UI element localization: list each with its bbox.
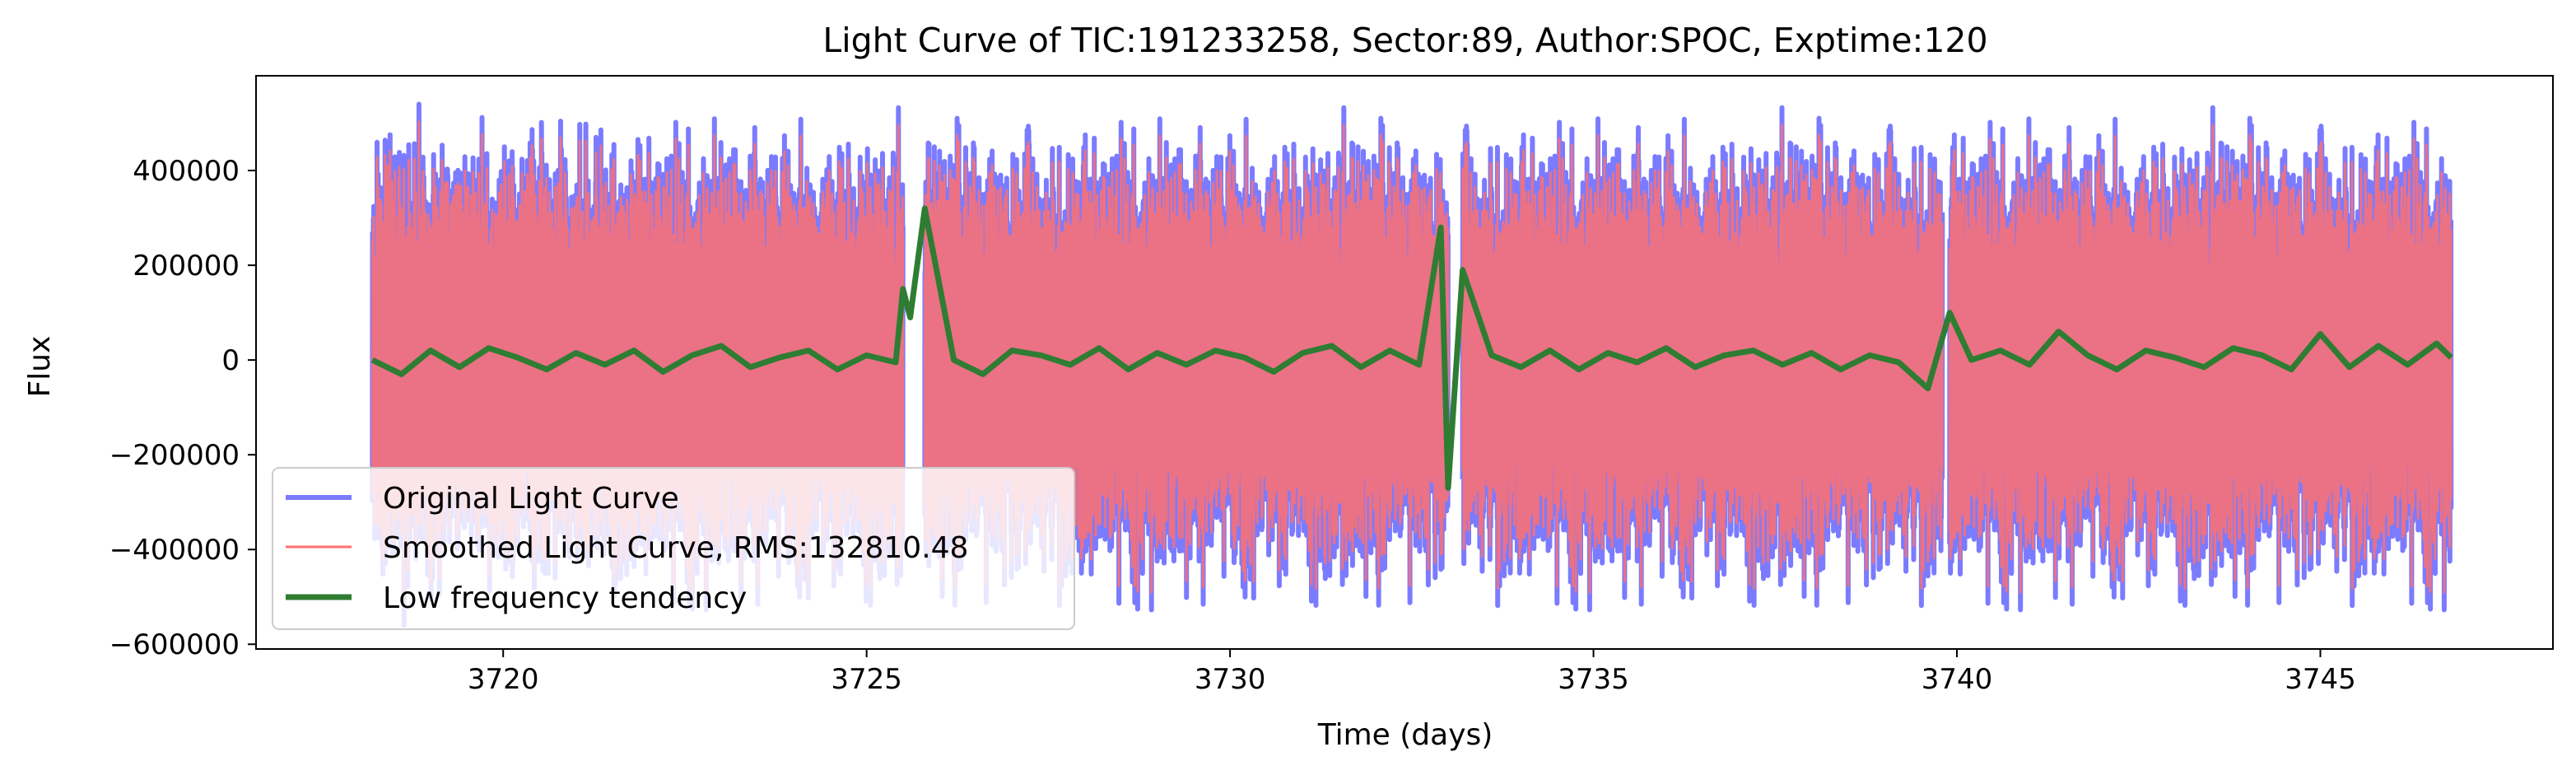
y-tick-label: 0 <box>221 344 240 377</box>
series-low-frequency-tendency <box>370 205 2453 491</box>
x-tick-label: 3745 <box>2285 663 2356 696</box>
legend-label-smoothed: Smoothed Light Curve, RMS:132810.48 <box>383 531 968 565</box>
y-axis-label: Flux <box>23 336 57 398</box>
x-tick-label: 3720 <box>468 663 539 696</box>
chart-title: Light Curve of TIC:191233258, Sector:89,… <box>822 21 1987 60</box>
legend: Original Light Curve Smoothed Light Curv… <box>272 467 1075 630</box>
smoothed-curve-segment <box>370 120 905 609</box>
trend-line <box>370 205 2453 491</box>
smoothed-curve-segment <box>923 124 1450 594</box>
smoothed-curve-segment <box>1948 124 2453 594</box>
plot-area <box>370 101 2454 628</box>
y-tick-label: 400000 <box>133 155 240 188</box>
series-smoothed-light-curve <box>370 120 2453 609</box>
x-tick-label: 3740 <box>1922 663 1993 696</box>
y-axis-ticks: −600000 −400000 −200000 0 200000 400000 <box>109 155 256 661</box>
x-axis-label: Time (days) <box>1317 718 1493 752</box>
plot-frame <box>255 75 2554 650</box>
legend-label-original: Original Light Curve <box>383 482 679 516</box>
y-tick-label: −400000 <box>109 534 240 567</box>
x-axis-ticks: 3720 3725 3730 3735 3740 3745 <box>468 649 2356 696</box>
y-tick-label: 200000 <box>133 250 240 282</box>
x-tick-label: 3725 <box>831 663 902 696</box>
y-tick-label: −600000 <box>109 628 240 661</box>
x-tick-label: 3735 <box>1558 663 1629 696</box>
legend-label-trend: Low frequency tendency <box>383 581 747 615</box>
x-tick-label: 3730 <box>1195 663 1266 696</box>
y-tick-label: −200000 <box>109 439 240 472</box>
smoothed-curve-segment <box>1461 124 1944 594</box>
legend-box <box>272 467 1075 630</box>
